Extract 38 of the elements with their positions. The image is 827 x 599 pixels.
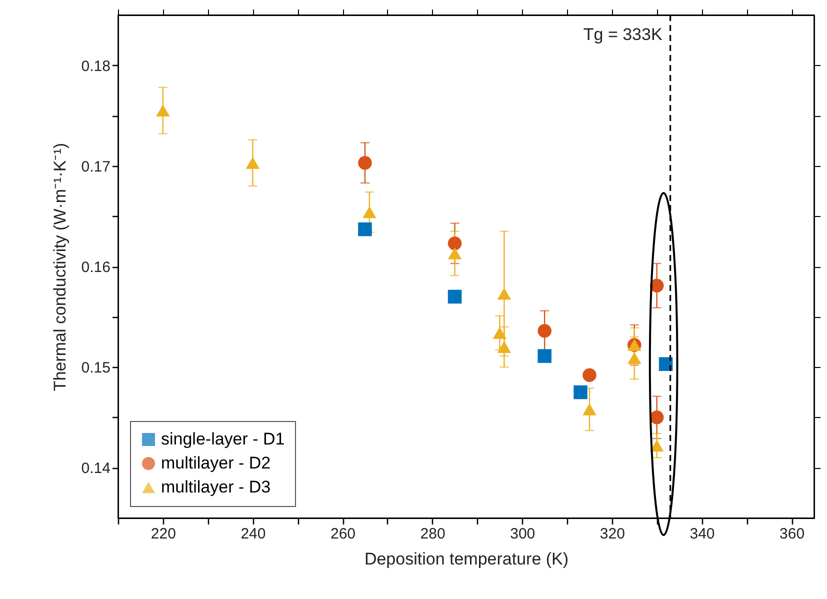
point	[538, 349, 552, 363]
point	[448, 290, 462, 304]
point	[574, 385, 588, 400]
point	[156, 104, 170, 117]
point	[650, 440, 664, 452]
y-tick-label: 0.16	[81, 259, 110, 276]
point	[582, 403, 596, 416]
y-tick-label: 0.18	[81, 58, 110, 75]
x-tick-label: 240	[240, 526, 266, 542]
x-tick-label: 320	[600, 526, 625, 542]
ref-line-label: Tg = 333K	[583, 25, 663, 44]
y-tick-label: 0.14	[81, 460, 110, 478]
x-tick-label: 280	[420, 526, 446, 542]
legend-label: single-layer - D1	[161, 430, 285, 448]
point	[497, 341, 512, 353]
x-tick-label: 260	[330, 526, 356, 542]
y-tick-label: 0.15	[81, 360, 110, 377]
point	[448, 236, 462, 250]
point	[358, 156, 372, 170]
point	[448, 247, 462, 260]
point	[362, 206, 376, 218]
point	[538, 324, 552, 338]
legend-label: multilayer - D3	[161, 478, 271, 496]
point	[627, 352, 642, 364]
x-tick-label: 220	[150, 526, 176, 542]
point	[492, 326, 507, 339]
point	[497, 288, 512, 300]
x-axis-title: Deposition temperature (K)	[364, 550, 569, 568]
x-tick-label: 340	[690, 526, 715, 542]
point	[246, 156, 260, 169]
point	[582, 368, 596, 382]
x-tick-label: 300	[510, 526, 536, 542]
x-tick-label: 360	[780, 526, 805, 542]
y-tick-label: 0.17	[81, 158, 110, 176]
point	[358, 222, 372, 236]
legend-label: multilayer - D2	[161, 454, 271, 472]
point	[650, 410, 664, 424]
y-axis-title: Thermal conductivity (W·m⁻¹·K⁻¹)	[50, 142, 70, 392]
